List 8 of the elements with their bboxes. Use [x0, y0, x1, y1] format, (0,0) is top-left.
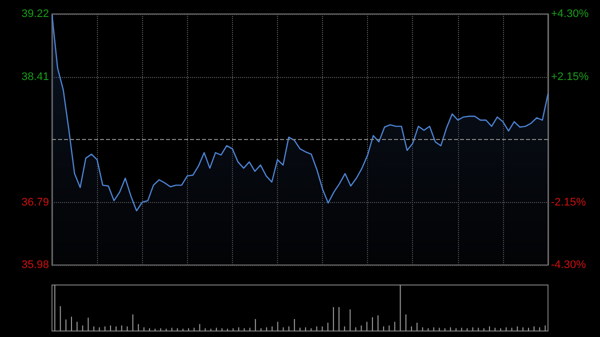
- y2-tick-label: -4.30%: [551, 259, 586, 271]
- y-tick-label: 35.98: [21, 259, 49, 271]
- y-tick-label: 36.79: [21, 196, 49, 208]
- y2-tick-label: +4.30%: [551, 8, 589, 20]
- y-tick-label: 38.41: [21, 70, 49, 83]
- y-tick-label: 39.22: [21, 8, 49, 20]
- y2-tick-label: -2.15%: [551, 196, 586, 208]
- y2-tick-label: +2.15%: [551, 70, 589, 83]
